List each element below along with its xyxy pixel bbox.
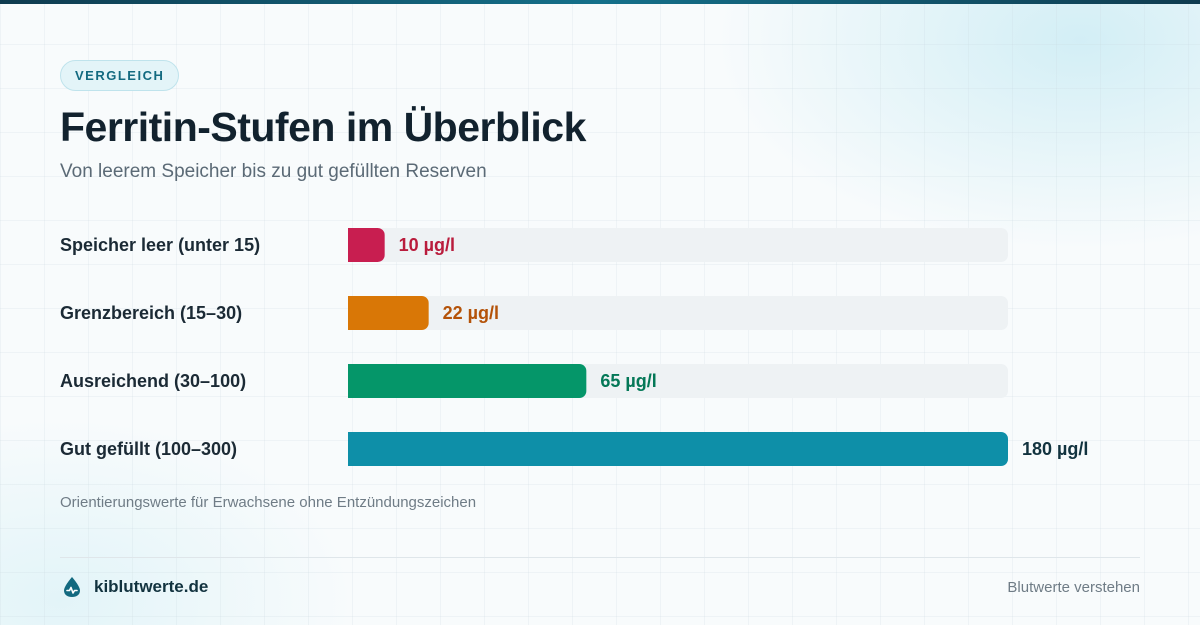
bar bbox=[348, 364, 587, 398]
category-badge: VERGLEICH bbox=[60, 60, 180, 91]
value-label: 65 µg/l bbox=[600, 371, 656, 391]
category-label: Gut gefüllt (100–300) bbox=[60, 439, 237, 459]
bar-row: Gut gefüllt (100–300) 180 µg/l bbox=[60, 432, 1088, 466]
bar-left-edge bbox=[348, 364, 356, 398]
bar-row: Speicher leer (unter 15) 10 µg/l bbox=[60, 228, 1008, 262]
blood-drop-pulse-icon bbox=[64, 577, 80, 597]
chart-title: Ferritin-Stufen im Überblick bbox=[60, 104, 586, 150]
footer-divider bbox=[60, 557, 1140, 558]
value-label: 10 µg/l bbox=[399, 235, 455, 255]
chart-footnote: Orientierungswerte für Erwachsene ohne E… bbox=[60, 494, 477, 511]
brand[interactable]: kiblutwerte.de bbox=[62, 576, 208, 598]
bar-row: Ausreichend (30–100) 65 µg/l bbox=[60, 364, 1008, 398]
brand-name: kiblutwerte.de bbox=[94, 577, 209, 596]
tagline: Blutwerte verstehen bbox=[1007, 579, 1140, 596]
bar-left-edge bbox=[348, 432, 356, 466]
bar-track bbox=[348, 296, 1008, 330]
bar-left-edge bbox=[348, 228, 356, 262]
category-label: Grenzbereich (15–30) bbox=[60, 303, 242, 323]
bar bbox=[348, 296, 429, 330]
bar bbox=[348, 228, 385, 262]
chart-subtitle: Von leerem Speicher bis zu gut gefüllten… bbox=[60, 161, 487, 182]
bar bbox=[348, 432, 1008, 466]
value-label: 180 µg/l bbox=[1022, 439, 1088, 459]
bar-row: Grenzbereich (15–30) 22 µg/l bbox=[60, 296, 1008, 330]
category-label: Speicher leer (unter 15) bbox=[60, 235, 260, 255]
bar-left-edge bbox=[348, 296, 356, 330]
bar-track bbox=[348, 228, 1008, 262]
category-label: Ausreichend (30–100) bbox=[60, 371, 246, 391]
value-label: 22 µg/l bbox=[443, 303, 499, 323]
top-accent-bar bbox=[0, 0, 1200, 4]
